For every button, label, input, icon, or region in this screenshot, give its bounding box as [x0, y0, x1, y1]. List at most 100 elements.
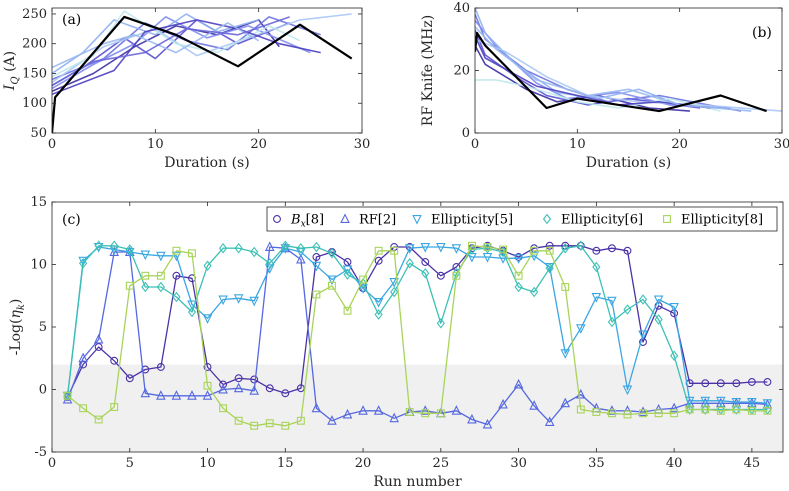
- panel-c-x-tick-label: 40: [666, 456, 683, 471]
- panel-a-x-axis-label: Duration (s): [164, 155, 249, 171]
- panel-c-point-B_x[8]: [141, 365, 150, 374]
- panel-c-x-tick-label: 5: [126, 456, 134, 471]
- legend-item-Ellipticity[6]: Ellipticity[6]: [542, 213, 643, 228]
- panel-c-point-Ellipticity[5]: [327, 275, 337, 286]
- panel-c-point-Ellipticity[6]: [343, 269, 352, 280]
- panel-c-point-Ellipticity[8]: [763, 406, 772, 415]
- panel-c-point-RF[2]: [156, 390, 166, 400]
- panel-c-point-Ellipticity[5]: [731, 398, 742, 408]
- panel-a-x-tick-label: 0: [48, 137, 56, 152]
- panel-c-point-Ellipticity[8]: [141, 271, 150, 280]
- panel-c-point-Ellipticity[5]: [638, 330, 648, 341]
- panel-b-x-tick-label: 0: [471, 137, 479, 152]
- panel-c-y-tick-label: -5: [34, 445, 47, 460]
- panel-c-point-Ellipticity[6]: [218, 242, 228, 254]
- panel-a-x-tick-label: 30: [354, 137, 371, 152]
- panel-c-x-tick-label: 0: [48, 456, 56, 471]
- panel-c-point-B_x[8]: [716, 379, 725, 388]
- panel-c-point-Ellipticity[6]: [701, 404, 710, 415]
- panel-b-series-group: [475, 8, 782, 113]
- panel-c-point-B_x[8]: [607, 244, 616, 253]
- panel-c-point-Ellipticity[6]: [94, 240, 103, 252]
- legend-label-Ellipticity[6]: Ellipticity[6]: [561, 213, 643, 228]
- panel-c-point-Ellipticity[6]: [281, 240, 290, 252]
- panel-c-point-Ellipticity[5]: [498, 254, 508, 264]
- panel-c-point-Ellipticity[8]: [685, 405, 694, 414]
- panel-c-point-Ellipticity[5]: [482, 253, 493, 263]
- panel-c-point-Ellipticity[6]: [592, 261, 601, 273]
- panel-c-line-Ellipticity[6]: [66, 245, 768, 411]
- panel-c-point-Ellipticity[8]: [405, 408, 414, 416]
- panel-c-point-Ellipticity[6]: [405, 257, 414, 269]
- panel-c-point-Ellipticity[6]: [607, 316, 617, 328]
- panel-c-point-Ellipticity[8]: [732, 405, 741, 414]
- panel-c-point-Ellipticity[8]: [545, 246, 554, 255]
- panel-c-point-Ellipticity[6]: [265, 257, 274, 269]
- panel-c-point-Ellipticity[6]: [296, 242, 305, 254]
- panel-a-plot-frame: [51, 7, 363, 134]
- panel-c-point-Ellipticity[5]: [747, 398, 757, 408]
- panel-b-y-tick-label: 0: [462, 126, 470, 141]
- panel-b-x-tick-label: 10: [569, 137, 586, 152]
- panel-c-point-B_x[8]: [281, 389, 290, 398]
- panel-c-point-Ellipticity[5]: [233, 294, 244, 304]
- panel-c-point-Ellipticity[8]: [172, 246, 181, 255]
- panel-c-point-RF[2]: [498, 398, 508, 409]
- panel-a-x-tick-label: 10: [147, 137, 164, 152]
- panel-c-point-Ellipticity[6]: [79, 257, 88, 269]
- panel-c-panel-label: (c): [62, 212, 81, 228]
- panel-c-point-Ellipticity[8]: [94, 415, 103, 424]
- panel-c-point-RF[2]: [171, 390, 182, 400]
- legend-label-Ellipticity[8]: Ellipticity[8]: [681, 213, 763, 228]
- panel-c-point-RF[2]: [218, 383, 228, 394]
- panel-b-y-tick-label: 20: [453, 64, 470, 79]
- panel-b-y-tick-label: 40: [453, 1, 470, 16]
- panel-c-point-B_x[8]: [234, 374, 243, 383]
- legend-label-Ellipticity[5]: Ellipticity[5]: [431, 213, 513, 228]
- panel-c-point-RF[2]: [715, 397, 726, 408]
- panel-c-point-Ellipticity[8]: [156, 271, 165, 280]
- panel-c-point-Ellipticity[8]: [250, 421, 259, 430]
- panel-c-point-Ellipticity[6]: [141, 281, 150, 293]
- panel-c-point-Ellipticity[8]: [639, 409, 647, 418]
- panel-c-point-Ellipticity[6]: [530, 286, 539, 298]
- panel-c-point-RF[2]: [140, 387, 151, 398]
- panel-c-point-Ellipticity[6]: [172, 291, 181, 303]
- panel-c-point-RF[2]: [358, 405, 368, 415]
- panel-c-point-RF[2]: [264, 241, 275, 251]
- panel-c-point-Ellipticity[6]: [203, 260, 212, 272]
- legend-marker-Ellipticity[8]: [663, 215, 671, 223]
- panel-c-point-Ellipticity[8]: [374, 246, 383, 255]
- panel-c-point-Ellipticity[5]: [140, 250, 151, 261]
- panel-c-point-B_x[8]: [763, 378, 772, 386]
- panel-c-point-B_x[8]: [421, 258, 430, 266]
- panel-c-point-B_x[8]: [156, 363, 165, 371]
- panel-c-point-Ellipticity[5]: [529, 251, 539, 262]
- panel-c-point-B_x[8]: [701, 379, 710, 388]
- panel-b-x-tick-label: 30: [774, 137, 789, 152]
- panel-c-point-Ellipticity[5]: [715, 396, 726, 407]
- panel-a-panel-label: (a): [62, 12, 81, 28]
- panel-a-series-run-07: [52, 10, 301, 78]
- legend-marker-Ellipticity[5]: [412, 215, 422, 225]
- panel-c-point-Ellipticity[6]: [63, 390, 72, 402]
- panel-c-point-Ellipticity[8]: [436, 409, 445, 418]
- panel-a-y-axis-label: IQ (A): [2, 51, 21, 91]
- panel-c-point-Ellipticity[8]: [281, 421, 290, 430]
- panel-c-point-RF[2]: [233, 382, 244, 393]
- panel-c-y-tick-label: 10: [30, 258, 47, 273]
- panel-c-point-Ellipticity[5]: [358, 284, 368, 294]
- panel-c-point-Ellipticity[5]: [404, 244, 415, 254]
- panel-c-point-B_x[8]: [250, 375, 259, 384]
- panel-c-point-Ellipticity[5]: [342, 265, 353, 276]
- panel-c-point-Ellipticity[5]: [373, 298, 384, 308]
- panel-c-x-tick-label: 15: [277, 456, 294, 471]
- panel-c-point-RF[2]: [638, 406, 648, 416]
- panel-c-point-B_x[8]: [343, 258, 352, 266]
- panel-c-point-Ellipticity[8]: [483, 243, 492, 251]
- panel-a-series-run-08: [52, 19, 321, 96]
- panel-c-point-B_x[8]: [203, 363, 212, 371]
- panel-c-point-RF[2]: [202, 390, 213, 400]
- legend-marker-RF[2]: [340, 213, 350, 223]
